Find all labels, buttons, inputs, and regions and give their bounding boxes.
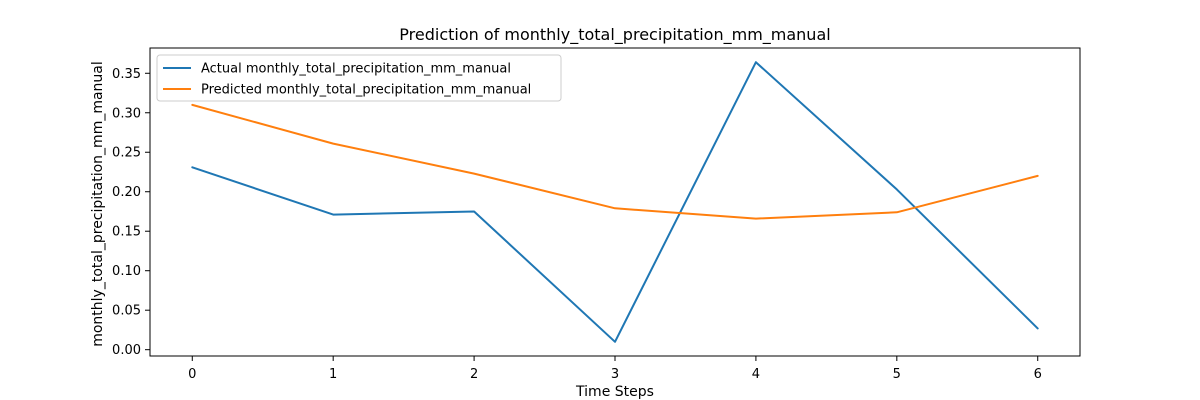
x-tick-label: 0 [188, 367, 196, 382]
y-tick-label: 0.00 [112, 343, 141, 358]
x-tick-label: 2 [470, 367, 478, 382]
y-axis-label: monthly_total_precipitation_mm_manual [90, 61, 106, 347]
y-tick-label: 0.35 [112, 67, 141, 82]
legend: Actual monthly_total_precipitation_mm_ma… [156, 54, 562, 102]
y-tick-label: 0.25 [112, 146, 141, 161]
x-tick-label: 3 [611, 367, 619, 382]
y-tick-label: 0.05 [112, 304, 141, 319]
y-axis: 0.00 0.05 0.10 0.15 0.20 0.25 0.30 0.35 [112, 67, 150, 358]
x-tick-label: 6 [1034, 367, 1042, 382]
y-tick-label: 0.10 [112, 264, 141, 279]
legend-label: Predicted monthly_total_precipitation_mm… [201, 83, 531, 98]
series-line-actual [191, 61, 1039, 343]
y-tick-label: 0.20 [112, 185, 141, 200]
y-tick-label: 0.15 [112, 225, 141, 240]
legend-box [156, 54, 562, 102]
x-tick-label: 5 [893, 367, 901, 382]
x-axis: 0 1 2 3 4 5 6 [188, 356, 1042, 382]
y-tick-label: 0.30 [112, 106, 141, 121]
x-tick-label: 4 [752, 367, 760, 382]
x-axis-label: Time Steps [575, 384, 654, 400]
series-line-predicted [191, 103, 1039, 220]
chart-title: Prediction of monthly_total_precipitatio… [399, 25, 830, 45]
x-tick-label: 1 [329, 367, 337, 382]
series-layer [191, 61, 1039, 343]
legend-label: Actual monthly_total_precipitation_mm_ma… [201, 62, 511, 77]
